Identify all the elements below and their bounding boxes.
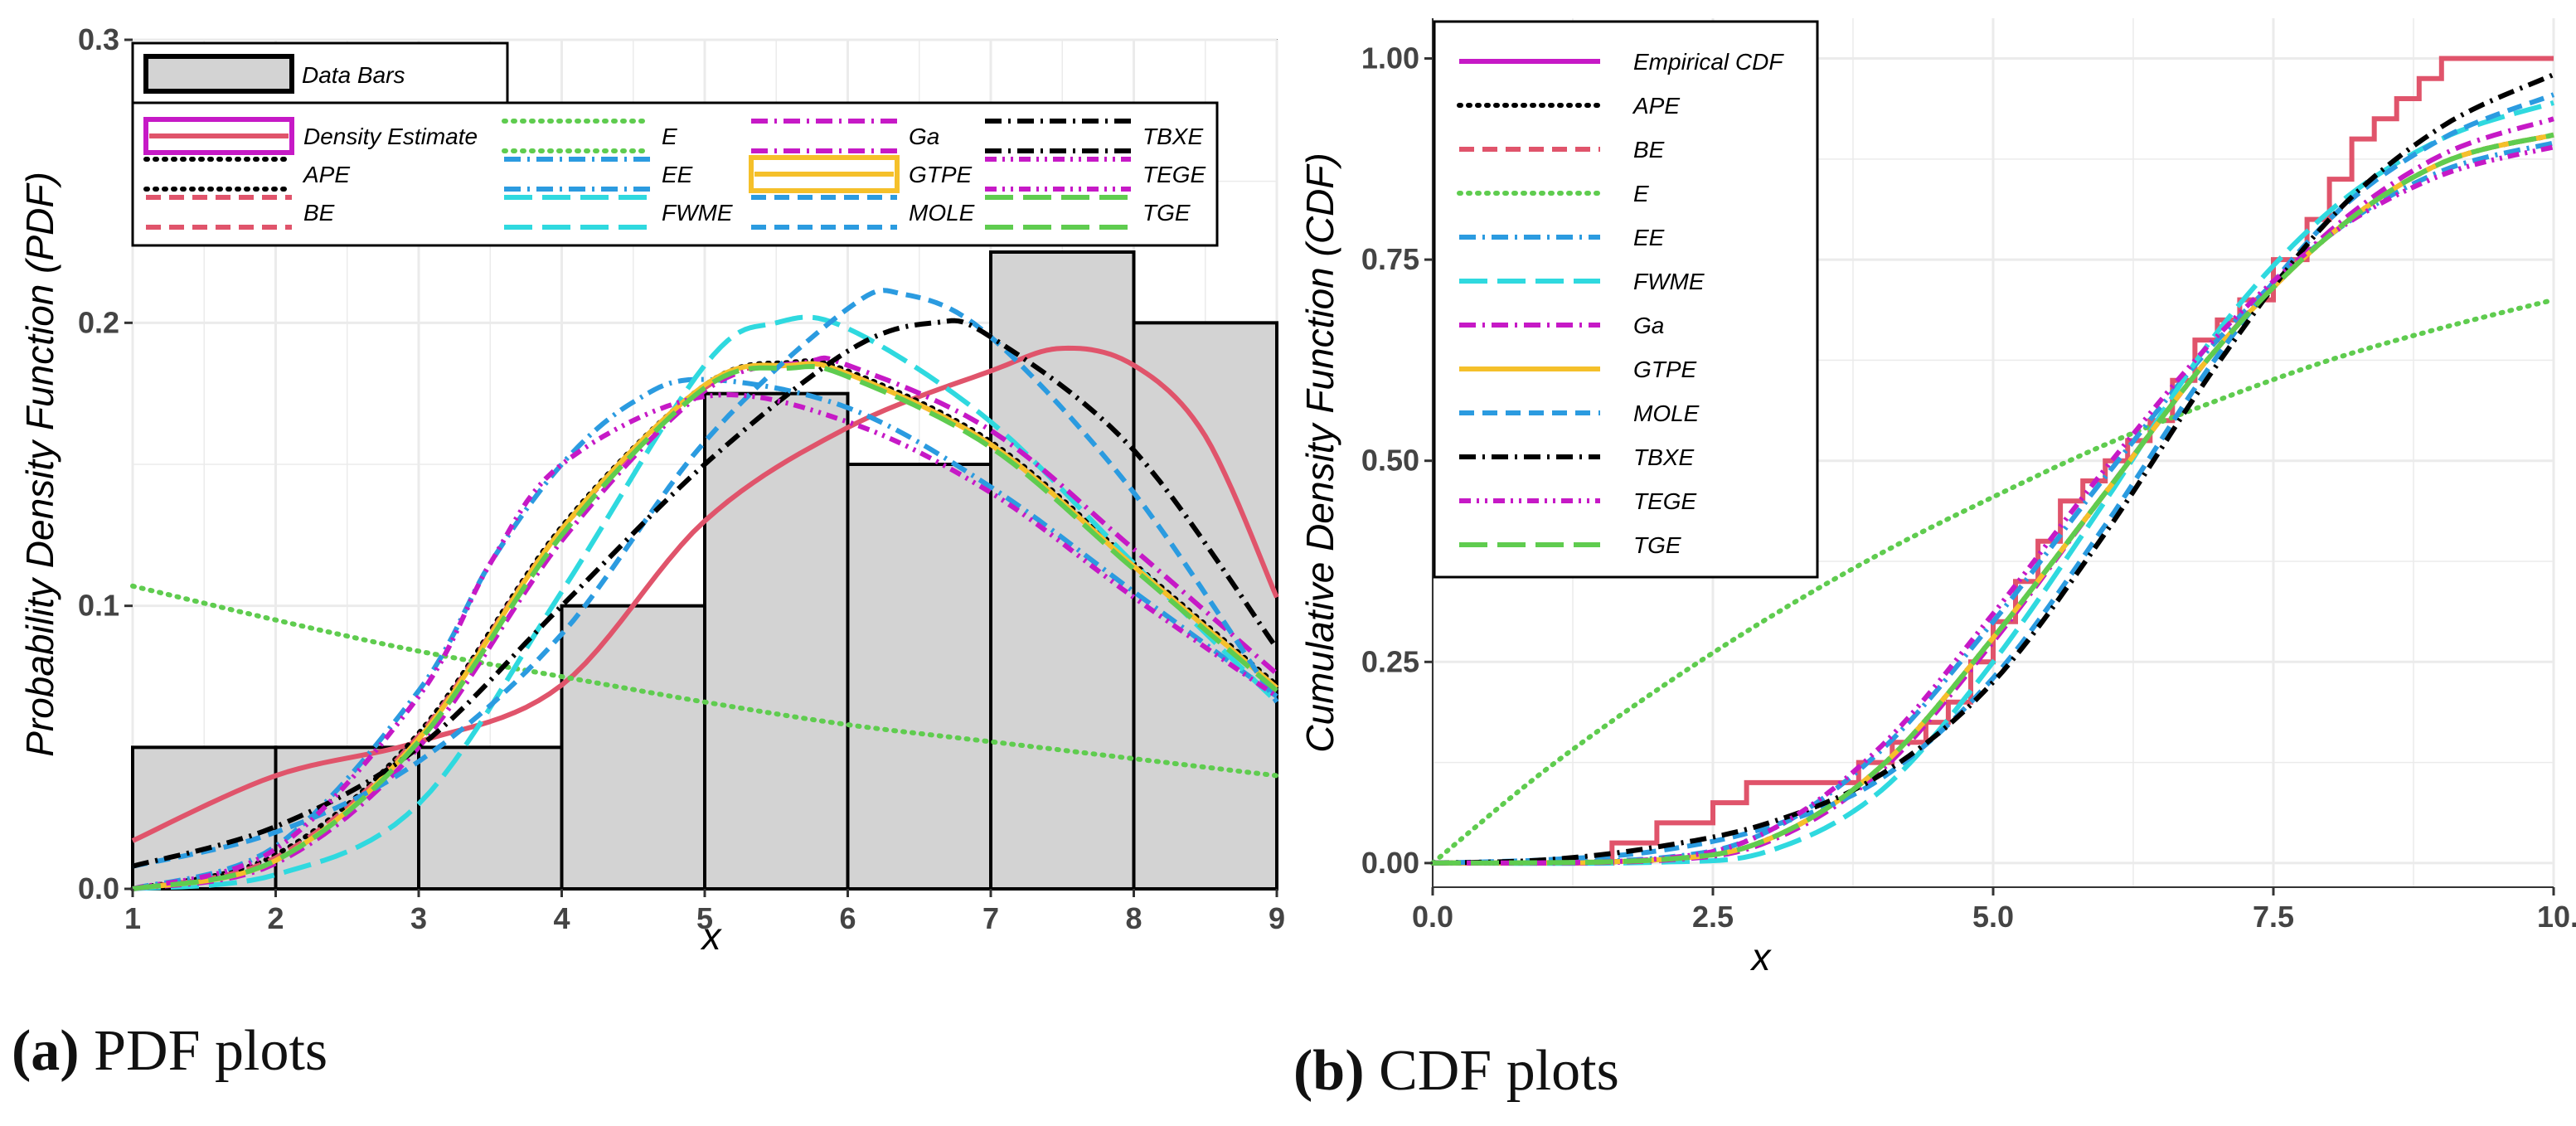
pdf-bar xyxy=(1132,321,1278,891)
pdf-series-ee xyxy=(132,376,1278,891)
cdf-legend-label-ga: Ga xyxy=(1633,313,1664,338)
cdf-series-fwme xyxy=(1433,100,2554,866)
cdf-legend: Empirical CDFAPEBEEEEFWMEGaGTPEMOLETBXET… xyxy=(1433,20,1819,579)
pdf-curves xyxy=(130,288,1279,891)
cdf-x-tick-label: 10. xyxy=(2537,900,2576,934)
caption-b-text: CDF plots xyxy=(1364,1039,1619,1103)
cdf-x-tick-label: 2.5 xyxy=(1692,900,1734,934)
cdf-legend-label-ape: APE xyxy=(1632,93,1680,119)
cdf-y-tick-label: 0.00 xyxy=(1361,846,1419,880)
cdf-y-tick-label: 0.75 xyxy=(1361,242,1419,276)
cdf-chart: 0.0 2.5 5.0 7.5 10. 0.00 0.25 0.50 0.75 1.00 x Cumu… xyxy=(1298,18,2576,978)
pdf-y-tick-label: 0.0 xyxy=(78,871,119,905)
pdf-series-fwme xyxy=(132,314,1279,891)
cdf-legend-label-mole: MOLE xyxy=(1633,400,1700,426)
pdf-legend-label-density-estimate: Density Estimate xyxy=(303,124,478,149)
pdf-y-tick-label: 0.3 xyxy=(78,22,119,56)
cdf-legend-label-tege: TEGE xyxy=(1633,488,1697,514)
pdf-x-tick-label: 1 xyxy=(124,901,141,935)
caption-a-letter: (a) xyxy=(12,1019,80,1083)
pdf-legend-label-fwme: FWME xyxy=(662,200,733,226)
pdf-y-axis-label: Probability Density Function (PDF) xyxy=(18,172,61,757)
pdf-x-axis-label: x xyxy=(701,915,723,958)
cdf-series-tege xyxy=(1432,144,2554,866)
pdf-legend-label-ee: EE xyxy=(662,162,693,187)
pdf-legend-label-tge: TGE xyxy=(1142,200,1191,226)
cdf-legend-label-gtpe: GTPE xyxy=(1633,357,1697,382)
cdf-y-tick-label: 0.25 xyxy=(1361,644,1419,678)
pdf-x-tick-label: 3 xyxy=(410,901,427,935)
cdf-legend-label-tge: TGE xyxy=(1633,532,1681,558)
pdf-series-e xyxy=(130,583,1279,779)
pdf-y-tick-label: 0.2 xyxy=(78,305,119,339)
cdf-x-tick-label: 0.0 xyxy=(1412,900,1453,934)
pdf-legend-swatch-data-bars xyxy=(143,54,294,94)
pdf-legend-label-tbxe: TBXE xyxy=(1142,124,1203,149)
pdf-legend-label-mole: MOLE xyxy=(909,200,975,226)
pdf-x-tick-label: 8 xyxy=(1125,901,1142,935)
cdf-series-tge xyxy=(1432,132,2554,866)
pdf-bar xyxy=(846,463,992,891)
cdf-series-tbxe xyxy=(1432,72,2555,866)
cdf-legend-box xyxy=(1433,20,1819,579)
pdf-axes: 1 2 3 4 5 6 7 8 9 0.0 0.1 0.2 0.3 x Probability Densit… xyxy=(18,22,1285,958)
cdf-series-mole xyxy=(1432,92,2555,866)
pdf-x-tick-label: 5 xyxy=(696,901,713,935)
cdf-x-tick-label: 5.0 xyxy=(1972,900,2014,934)
pdf-x-tick-label: 6 xyxy=(839,901,856,935)
cdf-curves xyxy=(1430,56,2556,866)
cdf-legend-label-tbxe: TBXE xyxy=(1633,444,1694,470)
cdf-y-tick-label: 0.50 xyxy=(1361,444,1419,478)
pdf-bar xyxy=(417,745,564,891)
pdf-legend-label-gtpe: GTPE xyxy=(909,162,973,187)
cdf-axes: 0.0 2.5 5.0 7.5 10. 0.00 0.25 0.50 0.75 1.00 x Cumu… xyxy=(1298,41,2576,978)
pdf-legend-label-be: BE xyxy=(303,200,335,226)
pdf-legend-box xyxy=(131,101,1219,247)
caption-b-letter: (b) xyxy=(1293,1039,1365,1103)
cdf-legend-label-e: E xyxy=(1633,181,1649,206)
pdf-x-tick-label: 9 xyxy=(1269,901,1285,935)
cdf-legend-label-be: BE xyxy=(1633,137,1665,163)
pdf-x-tick-label: 2 xyxy=(267,901,284,935)
caption-a-text: PDF plots xyxy=(79,1019,328,1083)
pdf-bars xyxy=(131,250,1278,891)
pdf-legend-label-ape: APE xyxy=(302,162,350,187)
caption-b: (b) CDF plots xyxy=(1293,1038,1619,1104)
pdf-legend-label-tege: TEGE xyxy=(1142,162,1206,187)
pdf-bar xyxy=(560,604,706,891)
pdf-bar xyxy=(703,391,850,891)
cdf-legend-label-fwme: FWME xyxy=(1633,269,1705,294)
pdf-x-tick-label: 4 xyxy=(553,901,570,935)
pdf-legend-label-ga: Ga xyxy=(909,124,939,149)
pdf-y-tick-label: 0.1 xyxy=(78,589,119,623)
cdf-series-e xyxy=(1430,297,2556,866)
pdf-legend-label-e: E xyxy=(662,124,677,149)
cdf-x-axis-label: x xyxy=(1750,935,1773,978)
pdf-series-tge xyxy=(132,364,1278,891)
pdf-series-mole xyxy=(132,288,1279,869)
caption-a: (a) PDF plots xyxy=(12,1018,327,1085)
cdf-y-axis-label: Cumulative Density Function (CDF) xyxy=(1298,153,1341,752)
cdf-legend-label-ee: EE xyxy=(1633,225,1665,250)
cdf-y-tick-label: 1.00 xyxy=(1361,41,1419,75)
pdf-chart: 1 2 3 4 5 6 7 8 9 0.0 0.1 0.2 0.3 x Probability Densit… xyxy=(18,22,1285,958)
pdf-x-tick-label: 7 xyxy=(982,901,999,935)
pdf-legend-label-data-bars: Data Bars xyxy=(302,62,405,88)
cdf-legend-label-empirical-cdf: Empirical CDF xyxy=(1633,49,1784,75)
cdf-x-tick-label: 7.5 xyxy=(2253,900,2294,934)
